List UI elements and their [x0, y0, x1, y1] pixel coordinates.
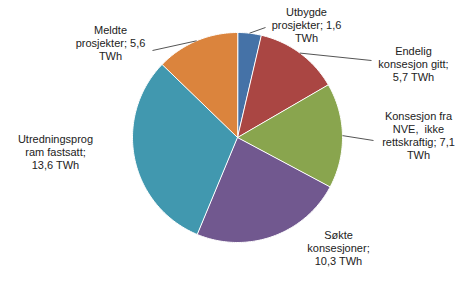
- svg-text:Utbygdeprosjekter; 1,6TWh: Utbygdeprosjekter; 1,6TWh: [272, 6, 342, 44]
- svg-text:Endeligkonsesjon gitt;5,7 TWh: Endeligkonsesjon gitt;5,7 TWh: [378, 45, 448, 83]
- svg-text:Utredningsprogram fastsatt;13,: Utredningsprogram fastsatt;13,6 TWh: [18, 133, 93, 171]
- svg-text:Konsesjon fraNVE, ikkerettskr: Konsesjon fraNVE, ikkerettskraftig; 7,1T…: [382, 110, 455, 162]
- svg-text:Meldteprosjekter; 5,6TWh: Meldteprosjekter; 5,6TWh: [76, 24, 146, 62]
- svg-text:Søktekonsesjoner;10,3 TWh: Søktekonsesjoner;10,3 TWh: [307, 229, 369, 267]
